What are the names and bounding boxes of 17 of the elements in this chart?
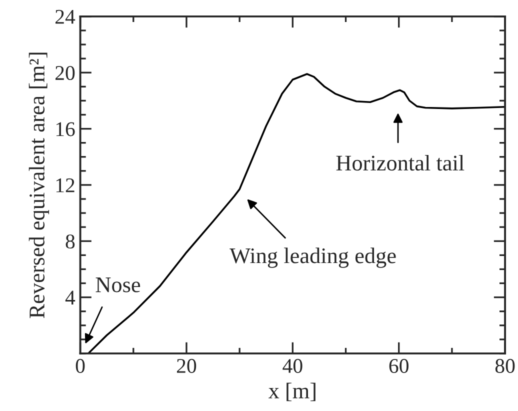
y-axis-title: Reversed equivalent area [m²] — [28, 52, 50, 318]
x-tick-label: 60 — [389, 358, 408, 373]
x-tick-label: 40 — [282, 358, 302, 373]
annotation: Nose — [96, 278, 140, 292]
annotation: Wing leading edge — [230, 248, 396, 268]
x-tick-label: 80 — [495, 358, 515, 373]
y-tick-label: 24 — [56, 10, 76, 24]
annotation: Horizontal tail — [336, 154, 464, 171]
y-tick-label: 8 — [66, 234, 75, 249]
y-tick-label: 20 — [56, 66, 75, 80]
x-tick-label: 0 — [76, 358, 85, 373]
y-tick-label: 4 — [65, 290, 76, 305]
line-series — [87, 73, 506, 354]
y-tick-label: 12 — [56, 178, 74, 192]
y-tick-label: 16 — [56, 122, 75, 136]
x-axis-title: x [m] — [268, 382, 316, 402]
x-tick-label: 20 — [176, 358, 196, 373]
